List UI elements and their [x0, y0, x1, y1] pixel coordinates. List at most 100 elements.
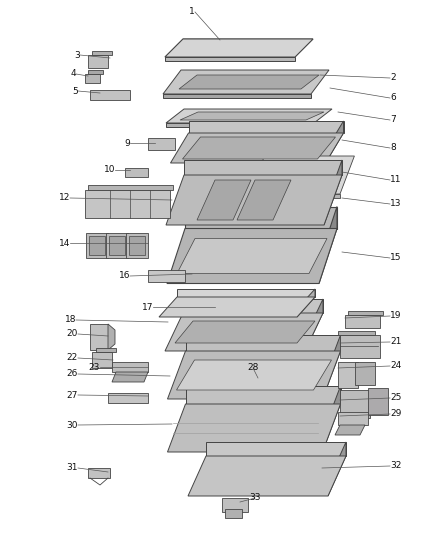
- Polygon shape: [88, 185, 173, 190]
- Text: 27: 27: [67, 391, 78, 400]
- Polygon shape: [175, 321, 315, 343]
- Text: 17: 17: [141, 303, 153, 311]
- Polygon shape: [177, 289, 315, 297]
- Text: 7: 7: [390, 116, 396, 125]
- Text: 23: 23: [88, 362, 100, 372]
- Polygon shape: [88, 70, 103, 74]
- Polygon shape: [188, 456, 346, 496]
- Text: 31: 31: [67, 464, 78, 472]
- Polygon shape: [250, 156, 354, 194]
- Polygon shape: [186, 335, 340, 351]
- Polygon shape: [225, 509, 242, 518]
- Text: 22: 22: [67, 353, 78, 362]
- Polygon shape: [237, 180, 291, 220]
- Polygon shape: [129, 236, 145, 255]
- Text: 19: 19: [390, 311, 402, 320]
- Polygon shape: [92, 352, 112, 368]
- Polygon shape: [179, 75, 319, 89]
- Text: 13: 13: [390, 199, 402, 208]
- Text: 20: 20: [67, 329, 78, 338]
- Text: 6: 6: [390, 93, 396, 102]
- Polygon shape: [96, 348, 116, 352]
- Polygon shape: [170, 133, 343, 163]
- Polygon shape: [177, 360, 332, 390]
- Polygon shape: [328, 442, 346, 496]
- Text: 29: 29: [390, 409, 401, 418]
- Polygon shape: [206, 442, 346, 456]
- Text: 12: 12: [59, 193, 70, 203]
- Polygon shape: [90, 324, 108, 350]
- Text: 30: 30: [67, 421, 78, 430]
- Polygon shape: [148, 138, 175, 150]
- Text: 18: 18: [64, 316, 76, 325]
- Polygon shape: [325, 121, 343, 163]
- Polygon shape: [112, 362, 148, 372]
- Text: 26: 26: [67, 369, 78, 378]
- Polygon shape: [297, 289, 315, 317]
- Polygon shape: [324, 160, 342, 225]
- Polygon shape: [188, 121, 343, 133]
- Polygon shape: [340, 390, 370, 418]
- Polygon shape: [88, 468, 110, 478]
- Text: 9: 9: [124, 139, 130, 148]
- Text: 25: 25: [390, 393, 401, 402]
- Text: 8: 8: [390, 143, 396, 152]
- Polygon shape: [338, 412, 368, 425]
- Polygon shape: [159, 297, 315, 317]
- Polygon shape: [322, 386, 340, 452]
- Polygon shape: [85, 190, 170, 218]
- Polygon shape: [167, 351, 340, 399]
- Polygon shape: [109, 236, 125, 255]
- Polygon shape: [305, 299, 323, 351]
- Text: 14: 14: [59, 238, 70, 247]
- Text: 2: 2: [390, 74, 396, 83]
- Polygon shape: [368, 388, 388, 415]
- Polygon shape: [250, 194, 340, 198]
- Polygon shape: [167, 404, 340, 452]
- Polygon shape: [319, 206, 337, 284]
- Text: 15: 15: [390, 254, 402, 262]
- Polygon shape: [185, 206, 337, 229]
- Polygon shape: [167, 229, 337, 284]
- Polygon shape: [85, 74, 100, 83]
- Polygon shape: [165, 39, 313, 57]
- Polygon shape: [183, 299, 323, 313]
- Text: 21: 21: [390, 337, 401, 346]
- Polygon shape: [338, 331, 375, 335]
- Text: 5: 5: [72, 86, 78, 95]
- Polygon shape: [148, 270, 185, 282]
- Text: 11: 11: [390, 175, 402, 184]
- Polygon shape: [165, 313, 323, 351]
- Polygon shape: [338, 362, 358, 388]
- Polygon shape: [108, 393, 148, 403]
- Polygon shape: [348, 311, 383, 315]
- Polygon shape: [92, 51, 112, 55]
- Polygon shape: [335, 425, 365, 435]
- Polygon shape: [125, 168, 148, 177]
- Polygon shape: [126, 233, 148, 258]
- Polygon shape: [89, 236, 105, 255]
- Polygon shape: [197, 180, 251, 220]
- Polygon shape: [340, 335, 380, 358]
- Text: 24: 24: [390, 361, 401, 370]
- Polygon shape: [166, 175, 342, 225]
- Polygon shape: [345, 315, 380, 328]
- Polygon shape: [88, 55, 108, 68]
- Polygon shape: [355, 362, 375, 385]
- Text: 32: 32: [390, 462, 401, 471]
- Polygon shape: [86, 233, 108, 258]
- Polygon shape: [165, 57, 295, 61]
- Polygon shape: [106, 233, 128, 258]
- Polygon shape: [180, 112, 324, 120]
- Text: 1: 1: [189, 7, 195, 17]
- Polygon shape: [163, 94, 311, 98]
- Text: 3: 3: [74, 51, 80, 60]
- Text: 4: 4: [71, 69, 76, 78]
- Polygon shape: [186, 386, 340, 404]
- Text: 28: 28: [247, 364, 259, 373]
- Polygon shape: [163, 70, 329, 94]
- Polygon shape: [166, 109, 332, 123]
- Polygon shape: [165, 39, 313, 57]
- Text: 10: 10: [103, 166, 115, 174]
- Polygon shape: [183, 137, 336, 159]
